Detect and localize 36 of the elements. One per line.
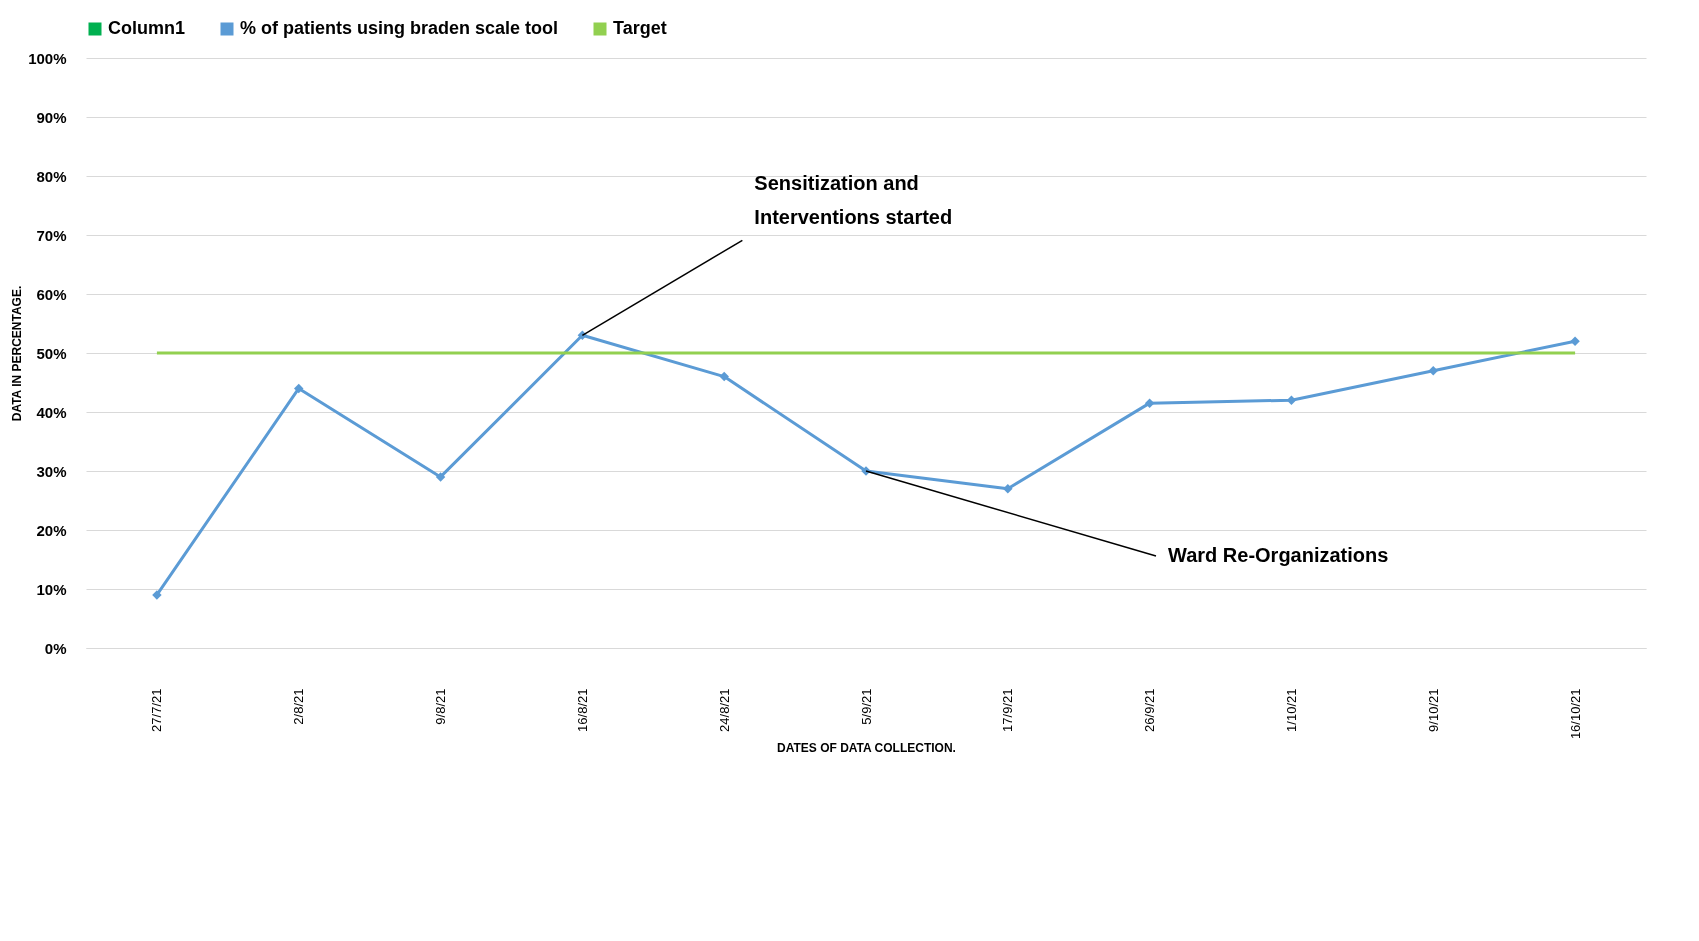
y-tick-label: 70% [36,226,67,244]
y-tick-label: 100% [28,49,67,67]
legend-label: Target [613,18,667,38]
x-tick-label: 26/9/21 [1142,688,1158,732]
y-tick-label: 40% [36,403,67,421]
x-tick-label: 2/8/21 [291,688,307,725]
x-tick-label: 5/9/21 [858,688,874,725]
point [719,371,729,382]
y-tick-label: 50% [36,344,67,362]
point [1003,483,1013,494]
y-tick-label: 80% [36,167,67,185]
point [1428,365,1439,376]
legend-label: Column1 [108,18,186,38]
annotation: Sensitization and Interventions started [754,172,953,229]
point [293,383,304,394]
legend-label: % of patients using braden scale tool [240,18,559,38]
y-tick-label: 90% [36,108,67,126]
annotation: Ward Re-Organizations [1168,544,1389,566]
x-tick-label: 27/7/21 [149,688,165,732]
x-tick-label: 16/8/21 [574,688,590,732]
x-tick-label: 1/10/21 [1283,688,1299,732]
y-tick-label: 0% [44,639,67,657]
point [435,472,446,482]
y-axis-title: DATA IN PERCENTAGE. [10,285,25,422]
y-tick-label: 30% [36,462,67,480]
x-tick-label: 9/10/21 [1425,688,1441,732]
x-axis-title: DATES OF DATA COLLECTION. [777,741,956,756]
x-tick-label: 9/8/21 [433,688,449,725]
point [1144,398,1155,408]
x-tick-label: 16/10/21 [1567,688,1583,740]
x-tick-label: 17/9/21 [1000,688,1016,732]
y-tick-label: 10% [36,580,67,598]
y-tick-label: 20% [36,521,67,539]
y-tick-label: 60% [36,285,67,303]
point [1570,336,1580,346]
x-tick-label: 24/8/21 [716,688,732,732]
